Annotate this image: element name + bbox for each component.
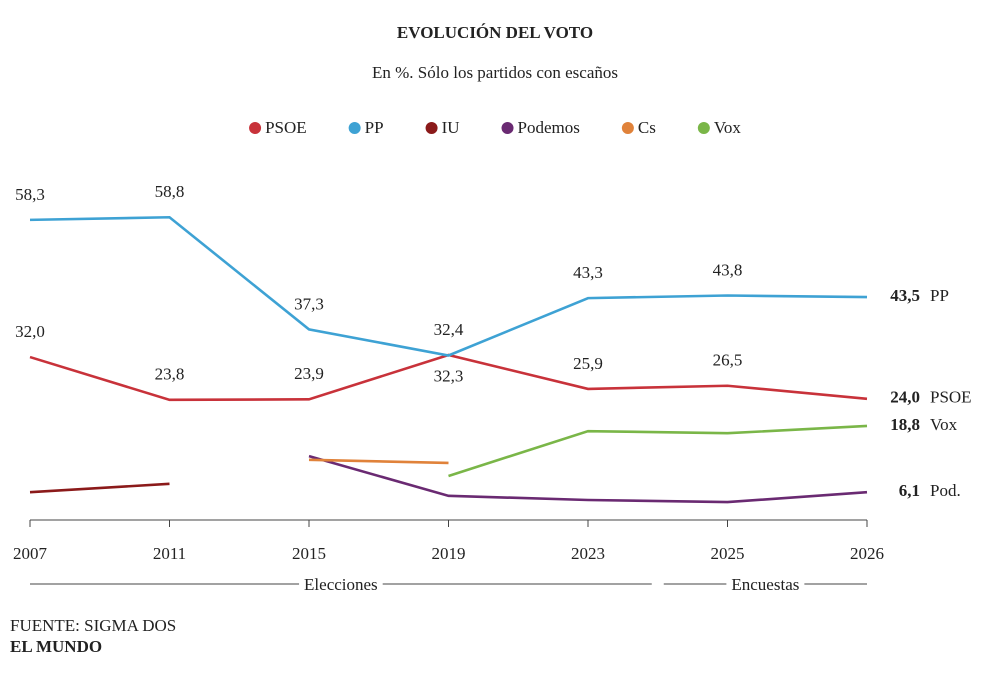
series-line [29, 215, 868, 357]
value-label: 32,4 [434, 320, 464, 339]
legend-marker [501, 122, 514, 134]
end-value-label: 18,8 [890, 415, 920, 434]
chart-subtitle: En %. Sólo los partidos con escaños [372, 63, 618, 82]
value-label: 26,5 [713, 351, 743, 370]
value-label: 32,3 [434, 366, 464, 385]
end-value-label: 6,1 [899, 481, 920, 500]
end-value-label: 24,0 [890, 388, 920, 407]
value-label: 23,8 [155, 365, 185, 384]
x-tick-label: 2019 [432, 544, 466, 563]
group-label: Elecciones [304, 575, 378, 594]
value-label: 23,9 [294, 364, 324, 383]
series-line [308, 454, 868, 504]
legend-label: PP [365, 118, 384, 137]
legend-marker [249, 122, 262, 134]
series-line [448, 424, 868, 478]
legend-marker [425, 122, 438, 134]
value-label: 43,3 [573, 263, 603, 282]
legend-label: Cs [638, 118, 656, 137]
value-label: 37,3 [294, 294, 324, 313]
end-series-label: Vox [930, 415, 958, 434]
value-label: 58,8 [155, 182, 185, 201]
legend-label: Vox [714, 118, 742, 137]
series-line [29, 482, 170, 494]
end-series-label: Pod. [930, 481, 961, 500]
x-tick-label: 2015 [292, 544, 326, 563]
legend-label: IU [442, 118, 460, 137]
value-label: 58,3 [15, 185, 45, 204]
value-label: 32,0 [15, 322, 45, 341]
legend-label: Podemos [518, 118, 580, 137]
legend-marker [348, 122, 361, 134]
group-label-bg [726, 574, 805, 596]
series-line [308, 458, 449, 465]
end-series-label: PSOE [930, 388, 972, 407]
group-label-bg [299, 574, 383, 596]
x-tick-label: 2011 [153, 544, 186, 563]
legend-marker [697, 122, 710, 134]
x-tick-label: 2025 [711, 544, 745, 563]
x-tick-label: 2023 [571, 544, 605, 563]
chart-title: EVOLUCIÓN DEL VOTO [397, 23, 593, 42]
end-value-label: 43,5 [890, 286, 920, 305]
group-label: Encuestas [731, 575, 799, 594]
legend-label: PSOE [265, 118, 307, 137]
source: FUENTE: SIGMA DOS [10, 616, 176, 635]
end-series-label: PP [930, 286, 949, 305]
x-tick-label: 2026 [850, 544, 884, 563]
x-tick-label: 2007 [13, 544, 48, 563]
value-label: 43,8 [713, 260, 743, 279]
legend-marker [621, 122, 634, 134]
value-label: 25,9 [573, 354, 603, 373]
brand: EL MUNDO [10, 637, 102, 656]
